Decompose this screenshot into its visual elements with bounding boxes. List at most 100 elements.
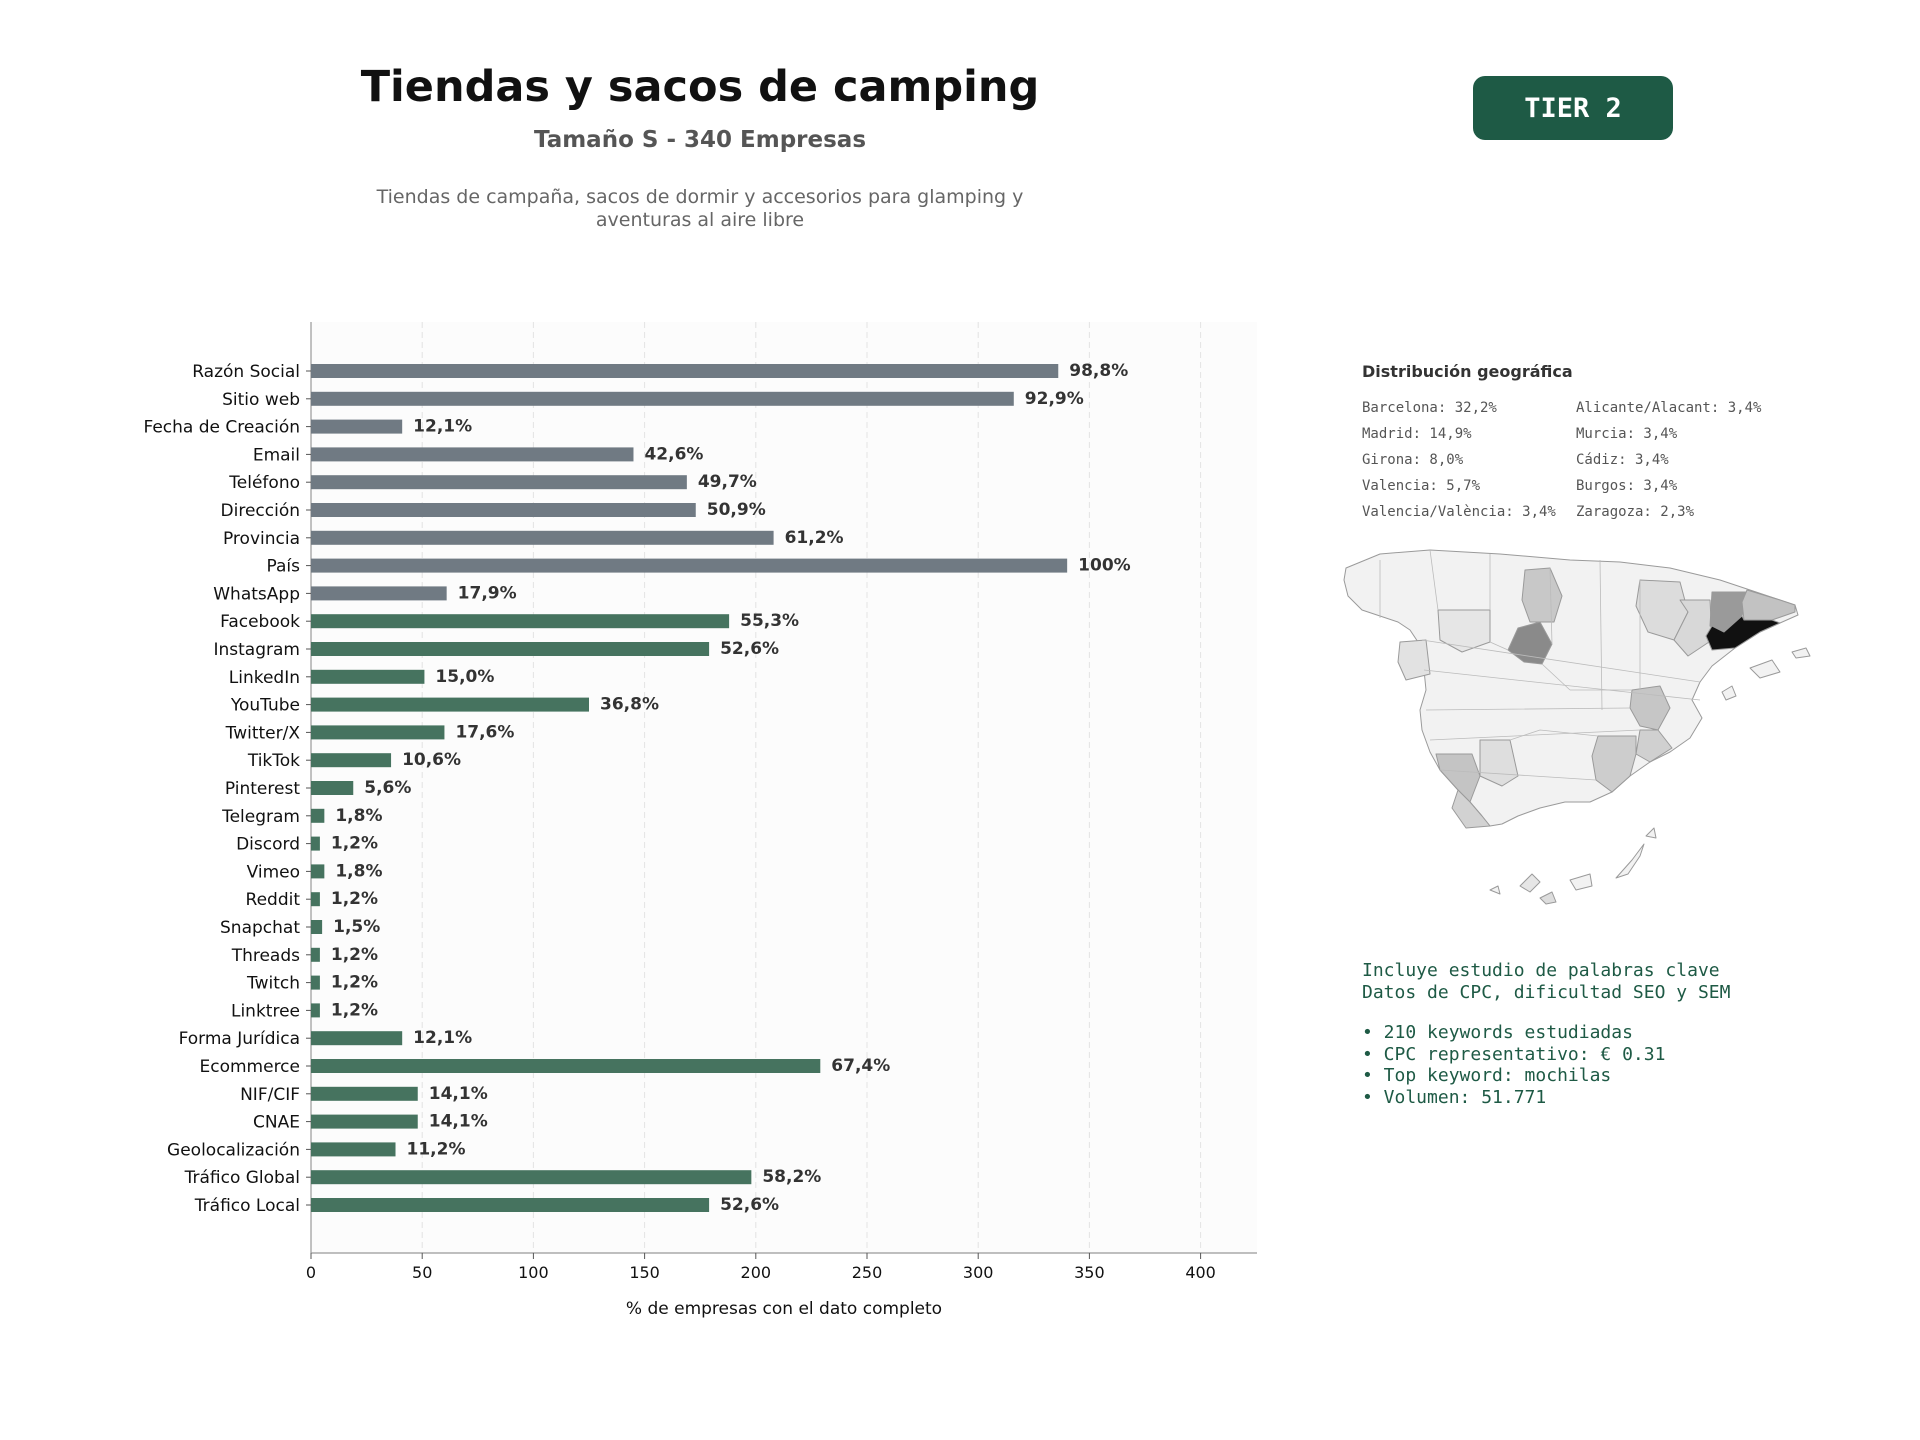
geo-item: Valencia/València: 3,4% bbox=[1362, 504, 1556, 520]
data-label: 17,9% bbox=[458, 583, 517, 603]
map-region bbox=[1741, 589, 1796, 621]
data-label: 55,3% bbox=[740, 611, 799, 631]
category-label: Dirección bbox=[221, 501, 300, 521]
data-label: 11,2% bbox=[407, 1139, 466, 1159]
bar bbox=[311, 892, 320, 907]
bar bbox=[311, 475, 687, 490]
map-region bbox=[1635, 729, 1673, 763]
data-label: 1,2% bbox=[331, 945, 378, 965]
data-label: 1,2% bbox=[331, 889, 378, 909]
category-label: Tráfico Global bbox=[184, 1168, 300, 1188]
page-subtitle: Tamaño S - 340 Empresas bbox=[533, 127, 867, 153]
map-region bbox=[1437, 609, 1491, 653]
category-label: Ecommerce bbox=[200, 1057, 301, 1077]
category-label: Geolocalización bbox=[167, 1140, 300, 1160]
geo-item: Girona: 8,0% bbox=[1362, 452, 1464, 468]
bar bbox=[311, 697, 589, 712]
geo-distribution-title: Distribución geográfica bbox=[1362, 362, 1573, 381]
data-label: 52,6% bbox=[720, 1195, 779, 1215]
data-label: 14,1% bbox=[429, 1084, 488, 1104]
description-line-1: Tiendas de campaña, sacos de dormir y ac… bbox=[376, 186, 1024, 208]
geo-item: Alicante/Alacant: 3,4% bbox=[1576, 400, 1762, 416]
geo-item: Zaragoza: 2,3% bbox=[1576, 504, 1695, 520]
data-label: 58,2% bbox=[762, 1167, 821, 1187]
bar bbox=[311, 1198, 710, 1212]
data-label: 100% bbox=[1078, 556, 1131, 576]
bar bbox=[311, 753, 392, 768]
category-label: Forma Jurídica bbox=[179, 1029, 300, 1049]
geo-item: Murcia: 3,4% bbox=[1576, 426, 1678, 442]
bar bbox=[311, 447, 634, 462]
bar bbox=[311, 781, 354, 795]
page-title: Tiendas y sacos de camping bbox=[360, 62, 1040, 112]
data-label: 12,1% bbox=[413, 417, 472, 437]
tier-badge: TIER 2 bbox=[1473, 76, 1673, 140]
data-label: 1,8% bbox=[335, 806, 382, 826]
data-label: 92,9% bbox=[1025, 389, 1084, 409]
x-tick-label: 350 bbox=[1074, 1263, 1105, 1282]
bar bbox=[311, 947, 320, 962]
category-label: Email bbox=[253, 445, 300, 465]
map-region bbox=[1397, 639, 1431, 681]
data-label: 10,6% bbox=[402, 750, 461, 770]
bar bbox=[311, 1086, 418, 1101]
bar bbox=[311, 1059, 821, 1073]
map-canary-4 bbox=[1489, 885, 1501, 895]
category-label: Fecha de Creación bbox=[143, 418, 300, 438]
keywords-bullet: • CPC representativo: € 0.31 bbox=[1362, 1043, 1666, 1065]
bar bbox=[311, 864, 325, 879]
bar bbox=[311, 503, 696, 517]
category-label: Pinterest bbox=[225, 779, 300, 799]
data-label: 61,2% bbox=[785, 528, 844, 548]
data-label: 5,6% bbox=[364, 778, 411, 798]
category-label: Discord bbox=[236, 835, 300, 855]
map-balearic-ibiza bbox=[1721, 685, 1737, 701]
category-label: Instagram bbox=[214, 640, 301, 660]
category-label: WhatsApp bbox=[213, 584, 300, 604]
keywords-line-1: Incluye estudio de palabras clave bbox=[1362, 960, 1720, 981]
bar bbox=[311, 558, 1068, 573]
bar bbox=[311, 614, 730, 629]
x-tick-label: 300 bbox=[963, 1263, 994, 1282]
bar bbox=[311, 669, 425, 684]
geo-item: Burgos: 3,4% bbox=[1576, 478, 1678, 494]
category-label: LinkedIn bbox=[229, 668, 300, 688]
data-label: 12,1% bbox=[413, 1028, 472, 1048]
map-canary-6 bbox=[1645, 827, 1657, 839]
category-label: Snapchat bbox=[220, 918, 300, 938]
x-tick-label: 250 bbox=[852, 1263, 883, 1282]
geo-item: Cádiz: 3,4% bbox=[1576, 452, 1669, 468]
x-tick-label: 400 bbox=[1185, 1263, 1216, 1282]
x-tick-label: 200 bbox=[741, 1263, 772, 1282]
x-tick-label: 0 bbox=[306, 1263, 316, 1282]
bar bbox=[311, 920, 323, 934]
map-canary-3 bbox=[1539, 891, 1557, 905]
category-label: Tráfico Local bbox=[194, 1196, 300, 1216]
category-label: Razón Social bbox=[192, 362, 300, 382]
spain-province-map bbox=[1343, 549, 1811, 905]
category-label: YouTube bbox=[230, 696, 300, 716]
data-label: 36,8% bbox=[600, 695, 659, 715]
data-label: 15,0% bbox=[435, 667, 494, 687]
keywords-bullet: • Top keyword: mochilas bbox=[1362, 1065, 1612, 1086]
map-balearic-majorca bbox=[1749, 659, 1781, 679]
data-label: 67,4% bbox=[831, 1056, 890, 1076]
bar bbox=[311, 1142, 396, 1157]
category-label: CNAE bbox=[253, 1113, 300, 1133]
bar bbox=[311, 1031, 403, 1046]
bar bbox=[311, 642, 710, 656]
keywords-bullet: • 210 keywords estudiadas bbox=[1362, 1022, 1633, 1043]
data-label: 98,8% bbox=[1069, 361, 1128, 381]
category-label: TikTok bbox=[247, 751, 300, 771]
map-region bbox=[1591, 735, 1637, 793]
bar bbox=[311, 1170, 752, 1185]
category-label: Twitch bbox=[246, 974, 300, 994]
category-label: Reddit bbox=[246, 890, 301, 910]
data-label: 17,6% bbox=[455, 722, 514, 742]
map-canary-2 bbox=[1569, 873, 1593, 891]
keywords-line-2: Datos de CPC, dificultad SEO y SEM bbox=[1362, 981, 1731, 1003]
coverage-bar-chart: 0 50 100 150 200 250 300 350 400 % de empresas co… bbox=[143, 322, 1257, 1319]
data-label: 1,2% bbox=[331, 834, 378, 854]
data-label: 1,2% bbox=[331, 973, 378, 993]
keywords-spacer bbox=[1362, 1003, 1730, 1022]
